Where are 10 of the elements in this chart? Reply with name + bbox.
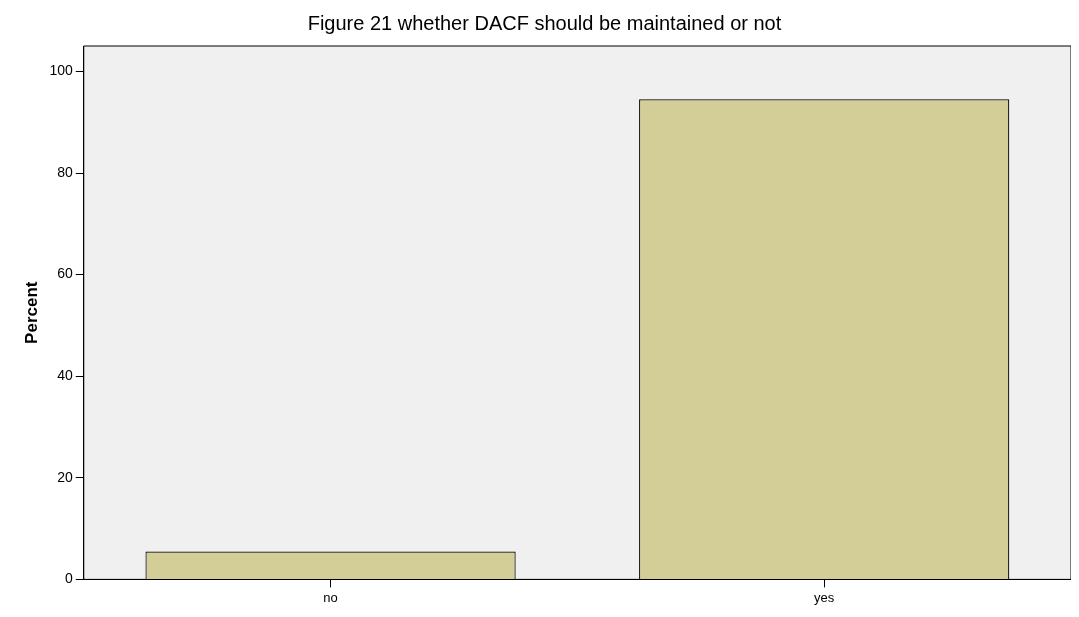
- y-tick-label: 40: [57, 367, 73, 384]
- y-tick-label: 100: [49, 62, 73, 79]
- y-axis-title: Percent: [21, 281, 41, 344]
- chart-title: Figure 21 whether DACF should be maintained or not: [307, 11, 782, 34]
- y-tick-label: 0: [64, 570, 73, 587]
- y-tick-label: 60: [57, 265, 73, 282]
- y-tick-label: 20: [57, 468, 73, 485]
- x-tick-label: no: [323, 589, 338, 605]
- x-tick-label: yes: [814, 589, 835, 605]
- y-tick-label: 80: [57, 163, 73, 180]
